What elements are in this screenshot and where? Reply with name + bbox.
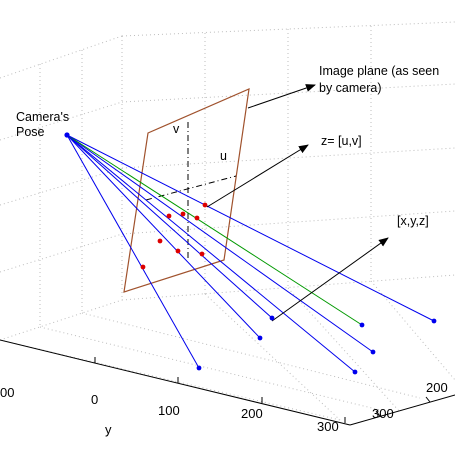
world-point [257,335,263,341]
image-plane-label-line1: Image plane (as seen [319,64,439,78]
camera-label-line2: Pose [16,125,45,139]
xyz-arrow [271,237,389,322]
world-points-group [196,315,437,375]
x-tick-label: 200 [426,380,448,395]
world-point [196,365,202,371]
z-arrow [206,144,309,208]
y-tick-label: 300 [317,419,339,434]
v-label: v [173,122,180,136]
projected-point [199,251,205,257]
projected-point [157,238,163,244]
image-plane-arrow [247,84,316,109]
camera-label-line1: Camera's [16,110,69,124]
image-plane [123,88,250,293]
projection-ray [66,134,200,369]
axis-ticks [94,357,431,423]
world-point [352,369,358,375]
rays-group [66,134,435,373]
camera-pose-point [64,132,70,138]
x-tick-label: 300 [372,406,394,421]
u-label: u [220,149,227,163]
y-axis-line [0,339,351,426]
image-plane-label-line2: by camera) [319,81,382,95]
projected-points-group [140,202,208,270]
projection-ray [66,134,261,339]
xyz-label: [x,y,z] [397,214,429,228]
projected-point [175,248,181,254]
optical-axis-ray [66,134,363,326]
projection-ray [66,134,356,373]
projection-ray [66,134,435,322]
projected-point [166,213,172,219]
annotation-arrows [206,84,389,322]
x-axis-line [349,394,455,426]
projection-ray [66,134,374,353]
projected-point [202,202,208,208]
projected-point [180,211,186,217]
world-point [269,315,275,321]
projected-point [194,215,200,221]
world-point [359,322,365,328]
y-tick-label: 00 [0,385,14,400]
grid-lines [0,21,455,421]
y-tick-label: 100 [158,403,180,418]
y-axis-label: y [105,422,112,437]
u-axis-line [145,175,237,201]
projection-ray [66,134,273,319]
world-point [431,318,437,324]
z-label: z= [u,v] [321,134,362,148]
y-tick-label: 200 [241,406,263,421]
world-point [370,349,376,355]
projected-point [140,264,146,270]
y-tick-label: 0 [91,392,98,407]
axis-box [0,339,455,426]
